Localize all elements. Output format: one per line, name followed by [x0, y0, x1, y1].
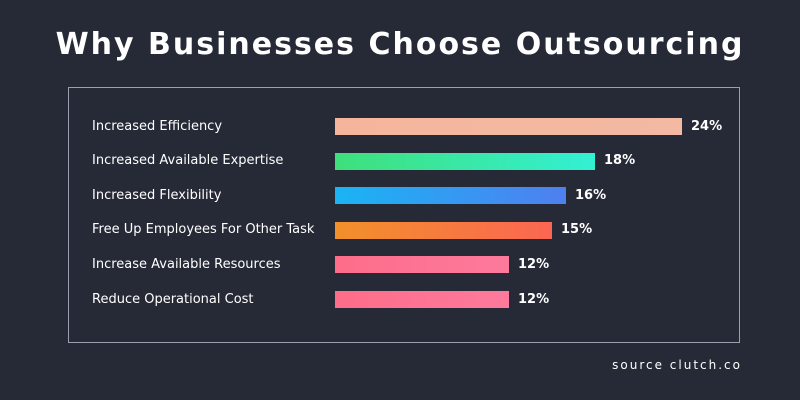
- bar: [335, 291, 509, 308]
- bar: [335, 118, 682, 135]
- category-label: Increased Available Expertise: [92, 153, 284, 169]
- bar-value-label: 12%: [518, 291, 550, 307]
- category-label: Increased Efficiency: [92, 118, 223, 134]
- category-label: Increase Available Resources: [92, 256, 281, 272]
- bar-value-label: 18%: [604, 153, 636, 169]
- category-label: Free Up Employees For Other Task: [92, 222, 315, 238]
- category-label: Reduce Operational Cost: [92, 291, 254, 307]
- bar: [335, 256, 509, 274]
- chart-title: Why Businesses Choose Outsourcing: [55, 27, 745, 62]
- bar: [335, 221, 552, 239]
- category-label: Increased Flexibility: [92, 187, 222, 203]
- bar-value-label: 15%: [561, 222, 593, 238]
- bar-value-label: 24%: [691, 118, 723, 134]
- source-note: source clutch.co: [612, 358, 742, 372]
- bar-value-label: 12%: [518, 256, 550, 272]
- bar-value-label: 16%: [575, 187, 607, 203]
- bar: [335, 187, 566, 205]
- chart-panel: [68, 87, 740, 343]
- bar: [335, 152, 595, 170]
